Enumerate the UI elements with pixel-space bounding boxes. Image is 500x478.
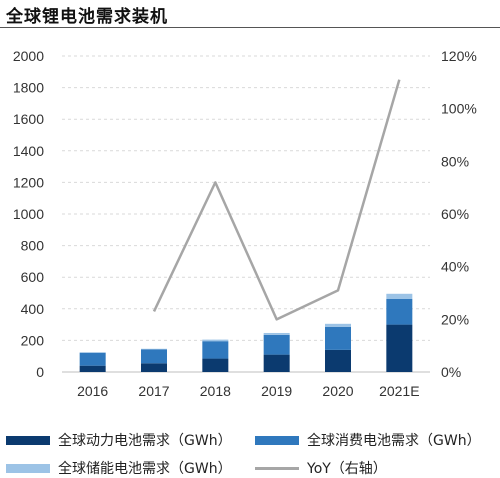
x-tick-label: 2017	[138, 383, 169, 399]
legend-swatch-yoy	[255, 467, 299, 470]
legend-item-yoy: YoY（右轴）	[255, 458, 387, 478]
y-left-tick-label: 600	[21, 269, 45, 285]
legend-swatch-power	[6, 436, 50, 445]
legend-item-consumer: 全球消费电池需求（GWh）	[255, 430, 481, 450]
bar-consumer-2016	[80, 353, 106, 366]
y-right-tick-label: 120%	[441, 48, 477, 64]
yoy-line	[154, 80, 399, 320]
y-right-tick-label: 40%	[441, 259, 469, 275]
x-tick-label: 2021E	[379, 383, 419, 399]
y-right-tick-label: 80%	[441, 153, 469, 169]
bar-consumer-2020	[325, 327, 351, 350]
bar-consumer-2017	[141, 349, 167, 363]
bar-power-2018	[202, 359, 228, 372]
legend-swatch-consumer	[255, 436, 299, 445]
y-left-tick-label: 0	[36, 364, 44, 380]
legend-label-yoy: YoY（右轴）	[307, 458, 387, 478]
y-left-tick-label: 400	[21, 301, 45, 317]
y-left-tick-label: 800	[21, 238, 45, 254]
bar-storage-2017	[141, 349, 167, 350]
y-right-tick-label: 0%	[441, 364, 461, 380]
y-left-tick-label: 1600	[13, 111, 44, 127]
y-right-tick-label: 60%	[441, 206, 469, 222]
bar-power-2020	[325, 350, 351, 372]
y-right-tick-label: 100%	[441, 101, 477, 117]
legend-label-consumer: 全球消费电池需求（GWh）	[307, 430, 481, 450]
legend-item-power: 全球动力电池需求（GWh）	[6, 430, 232, 450]
bar-power-2019	[264, 355, 290, 372]
y-left-tick-label: 1000	[13, 206, 44, 222]
bar-power-2016	[80, 366, 106, 372]
legend-label-power: 全球动力电池需求（GWh）	[58, 430, 232, 450]
x-tick-label: 2016	[77, 383, 108, 399]
bar-consumer-2019	[264, 335, 290, 355]
legend-label-storage: 全球储能电池需求（GWh）	[58, 458, 232, 478]
x-tick-label: 2020	[322, 383, 353, 399]
bar-storage-2020	[325, 324, 351, 327]
y-right-tick-label: 20%	[441, 311, 469, 327]
bar-storage-2021E	[386, 294, 412, 299]
legend-swatch-storage	[6, 464, 50, 473]
bar-storage-2019	[264, 333, 290, 335]
chart-legend: 全球动力电池需求（GWh） 全球消费电池需求（GWh） 全球储能电池需求（GWh…	[0, 424, 500, 475]
x-tick-label: 2019	[261, 383, 292, 399]
bar-storage-2018	[202, 340, 228, 342]
y-left-tick-label: 200	[21, 332, 45, 348]
legend-item-storage: 全球储能电池需求（GWh）	[6, 458, 232, 478]
y-left-tick-label: 2000	[13, 48, 44, 64]
bar-power-2021E	[386, 325, 412, 372]
chart-area: 0 200 400 600 800 1000 1200 1400 1600 1800 2000 0% 2…	[0, 0, 500, 424]
y-left-tick-label: 1400	[13, 143, 44, 159]
bar-power-2017	[141, 363, 167, 372]
y-left-tick-label: 1800	[13, 80, 44, 96]
bar-consumer-2021E	[386, 299, 412, 325]
x-tick-label: 2018	[200, 383, 231, 399]
bar-consumer-2018	[202, 341, 228, 358]
y-left-tick-label: 1200	[13, 174, 44, 190]
